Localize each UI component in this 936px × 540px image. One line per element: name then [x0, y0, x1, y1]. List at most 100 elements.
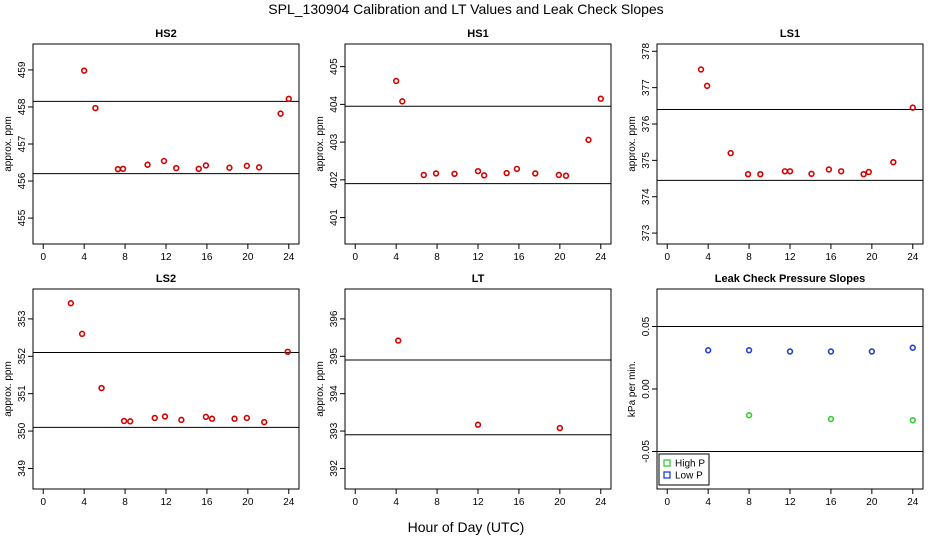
y-tick-label: 395 [329, 348, 340, 365]
y-tick-label: 378 [641, 42, 652, 59]
x-tick-label: 4 [705, 252, 711, 263]
data-point [585, 136, 592, 144]
data-point [284, 348, 291, 356]
x-tick-label: 4 [705, 497, 711, 508]
x-tick-label: 16 [201, 252, 213, 263]
x-tick-label: 16 [201, 497, 213, 508]
y-tick-label: 375 [641, 152, 652, 169]
x-tick-label: 20 [554, 497, 566, 508]
data-point [277, 110, 284, 117]
panels: HS2 approx. ppm 0 4 8 12 16 20 24 455 456 457 458 459… [3, 28, 924, 508]
data-point [503, 169, 510, 177]
chart-panel-2: HS1 approx. ppm 0 4 8 12 16 20 24 401 402 403 404 405 [315, 28, 612, 263]
x-tick-label: 0 [40, 252, 46, 263]
data-point [80, 67, 88, 74]
x-tick-label: 12 [160, 497, 172, 508]
panel-title: LS2 [156, 273, 176, 285]
data-point [126, 418, 134, 425]
y-axis-label: approx. ppm [3, 116, 14, 172]
x-tick-label: 12 [472, 497, 484, 508]
y-tick-label: 403 [329, 133, 340, 150]
x-tick-label: 8 [434, 497, 440, 508]
data-point [890, 158, 897, 166]
figure-title: SPL_130904 Calibration and LT Values and… [268, 1, 663, 17]
x-tick-label: 0 [352, 497, 358, 508]
x-tick-label: 12 [160, 252, 172, 263]
data-point [837, 168, 845, 175]
legend-swatch [663, 459, 671, 467]
data-point [909, 104, 916, 111]
data-point [114, 165, 122, 173]
x-tick-label: 8 [746, 497, 752, 508]
y-tick-label: 459 [17, 61, 28, 78]
chart-panel-6: Leak Check Pressure Slopes kPa per min. 0 4… [627, 273, 924, 508]
x-tick-label: 20 [242, 497, 254, 508]
y-tick-label: 401 [329, 209, 340, 226]
x-tick-label: 20 [866, 497, 878, 508]
legend-box [658, 453, 710, 486]
x-tick-label: 0 [664, 497, 670, 508]
chart-panel-1: HS2 approx. ppm 0 4 8 12 16 20 24 455 456 457 458 459 [3, 28, 300, 263]
data-point [119, 165, 127, 173]
data-point [161, 413, 169, 420]
x-tick-label: 16 [513, 252, 525, 263]
data-point [703, 82, 711, 90]
data-point [825, 166, 833, 173]
y-axis-label: approx. ppm [627, 116, 638, 172]
data-point [451, 170, 458, 178]
x-tick-label: 0 [352, 252, 358, 263]
data-point [208, 415, 216, 422]
data-point [202, 162, 210, 169]
y-tick-label: 402 [329, 171, 340, 188]
x-tick-label: 24 [283, 497, 295, 508]
y-tick-label: -0.05 [641, 440, 652, 463]
data-point [786, 168, 794, 175]
data-point [757, 170, 764, 178]
data-point [474, 167, 482, 175]
data-point [98, 384, 105, 392]
chart-panel-4: LS2 approx. ppm 0 4 8 12 16 20 24 349 350 351 352 353 [3, 273, 300, 508]
y-axis-label: approx. ppm [315, 116, 326, 172]
data-point [704, 347, 712, 354]
data-point [480, 172, 488, 179]
plot-frame [656, 43, 924, 245]
x-tick-label: 24 [907, 497, 919, 508]
y-tick-label: 376 [641, 115, 652, 132]
y-tick-label: 377 [641, 79, 652, 96]
y-tick-label: 0.00 [641, 379, 652, 399]
data-point [120, 417, 128, 425]
data-point [392, 77, 400, 85]
data-point [513, 165, 521, 173]
x-tick-label: 16 [825, 497, 837, 508]
x-axis-label: Hour of Day (UTC) [408, 519, 525, 535]
y-tick-label: 392 [329, 460, 340, 477]
data-point [727, 149, 734, 157]
data-point [78, 330, 86, 338]
x-tick-label: 24 [907, 252, 919, 263]
data-point [697, 66, 705, 73]
y-tick-label: 352 [17, 348, 28, 365]
data-point [231, 415, 238, 422]
y-tick-label: 373 [641, 224, 652, 241]
y-tick-label: 458 [17, 98, 28, 115]
data-point [226, 164, 233, 171]
y-axis-label: kPa per min. [627, 361, 638, 417]
data-point [781, 168, 789, 175]
x-tick-label: 24 [595, 497, 607, 508]
data-point [395, 337, 402, 344]
panel-title: HS1 [467, 28, 488, 40]
data-point [399, 98, 406, 105]
x-tick-label: 8 [746, 252, 752, 263]
data-point [827, 348, 835, 355]
y-tick-label: 404 [329, 96, 340, 113]
data-point [562, 172, 570, 179]
data-point [92, 104, 99, 112]
data-point [597, 95, 604, 102]
x-tick-label: 24 [283, 252, 295, 263]
x-tick-label: 16 [513, 497, 525, 508]
x-tick-label: 20 [242, 252, 254, 263]
plot-frame [344, 43, 612, 245]
legend-label: High P [675, 459, 705, 470]
y-tick-label: 457 [17, 135, 28, 152]
